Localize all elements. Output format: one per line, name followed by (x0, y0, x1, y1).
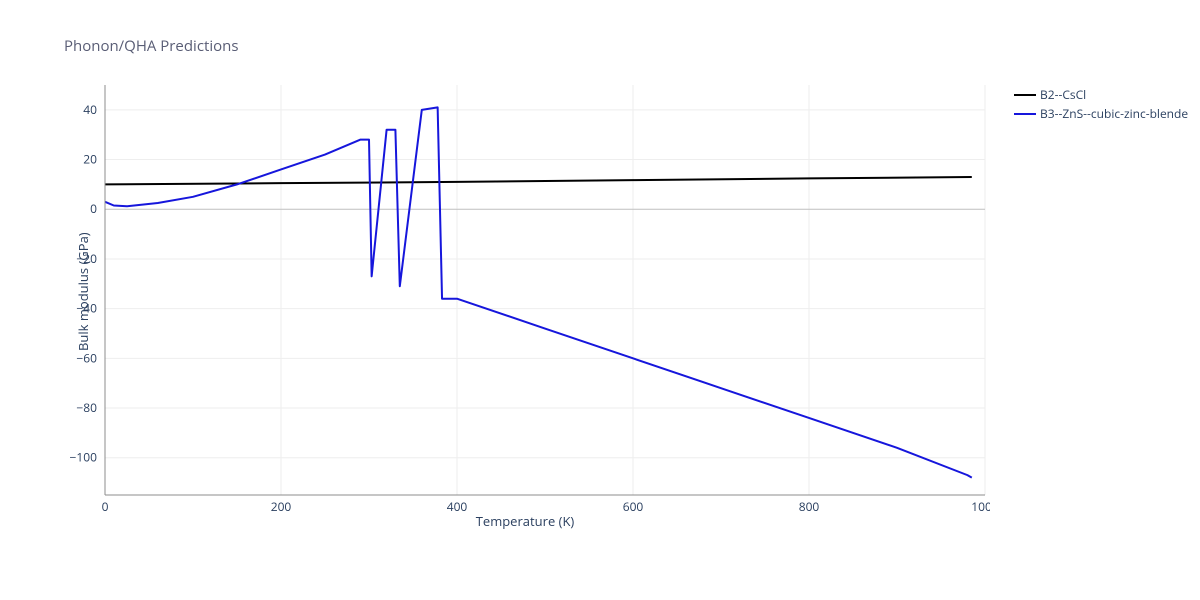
y-tick-label: 40 (83, 101, 97, 118)
y-tick-label: −100 (70, 449, 98, 466)
y-tick-label: −60 (76, 349, 97, 366)
legend-label: B3--ZnS--cubic-zinc-blende (1040, 105, 1188, 122)
legend-swatch (1014, 113, 1036, 115)
legend: B2--CsCl B3--ZnS--cubic-zinc-blende (1014, 86, 1188, 124)
legend-item[interactable]: B2--CsCl (1014, 86, 1188, 103)
legend-label: B2--CsCl (1040, 86, 1086, 103)
y-tick-label: 0 (90, 200, 97, 217)
y-tick-label: 20 (83, 151, 97, 168)
y-tick-label: −80 (76, 399, 97, 416)
series-line[interactable] (105, 177, 972, 184)
chart-title: Phonon/QHA Predictions (64, 36, 239, 56)
y-axis-label: Bulk modulus (GPa) (74, 232, 92, 351)
chart-area: 02004006008001000−100−80−60−40−2002040 B… (60, 80, 990, 550)
legend-item[interactable]: B3--ZnS--cubic-zinc-blende (1014, 105, 1188, 122)
x-axis-label: Temperature (K) (60, 512, 990, 530)
chart-svg[interactable]: 02004006008001000−100−80−60−40−2002040 (60, 80, 990, 550)
legend-swatch (1014, 94, 1036, 96)
series-line[interactable] (105, 107, 972, 477)
